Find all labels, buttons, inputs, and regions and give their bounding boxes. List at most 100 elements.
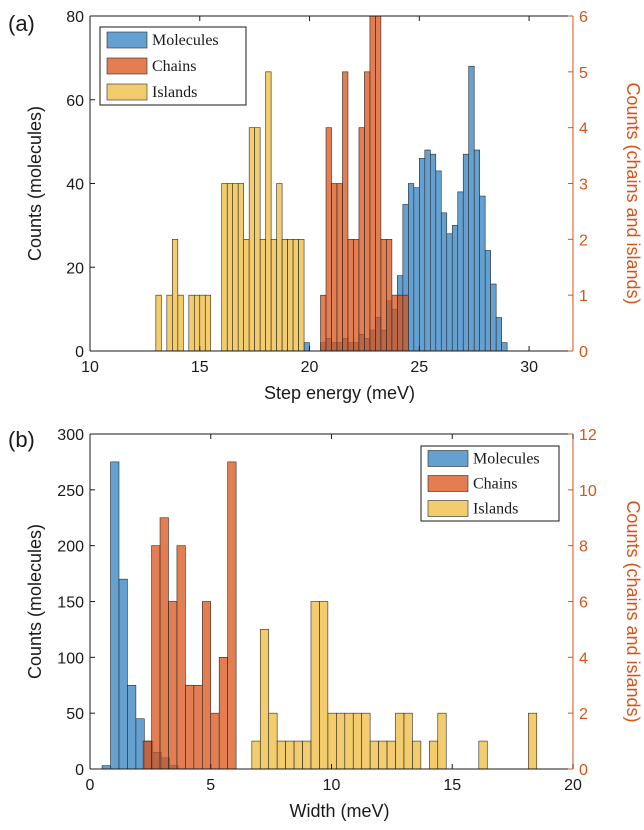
- bar-islands: [268, 712, 278, 770]
- bar-molecules: [484, 250, 491, 352]
- chart-panel-a: 10 15 20 25 30 0 20 40 60 80 0 1 2 3 4 5 6 Step energy (m…: [8, 9, 643, 403]
- bar-molecules: [495, 317, 502, 352]
- bar-chains: [369, 15, 376, 352]
- bar-chains: [168, 601, 178, 770]
- legend: Molecules Chains Islands: [420, 445, 560, 522]
- chart-panel-b: 0 5 10 15 20050100150200250300024681012Width…: [8, 427, 643, 821]
- bar-molecules: [440, 212, 448, 352]
- bar-chains: [320, 294, 327, 352]
- bar-islands: [259, 239, 266, 352]
- bar-molecules: [473, 149, 480, 352]
- bar-molecules: [127, 684, 137, 770]
- bar-chains: [142, 740, 152, 770]
- bar-islands: [276, 183, 283, 352]
- bar-islands: [251, 740, 261, 770]
- panel-label: (a): [8, 11, 35, 36]
- y-axis-label: Counts (molecules): [25, 524, 45, 679]
- bar-islands: [254, 127, 261, 352]
- y-tick-label: 0: [75, 762, 84, 779]
- bar-islands: [259, 629, 270, 770]
- bar-molecules: [408, 183, 415, 352]
- legend-label-chains: Chains: [473, 476, 517, 493]
- y-right-tick-label: 0: [579, 344, 588, 361]
- y-tick-label: 20: [66, 260, 84, 277]
- y-right-tick-label: 4: [579, 121, 588, 138]
- bar-chains: [331, 183, 338, 352]
- panel-label: (b): [8, 427, 35, 452]
- bar-islands: [270, 239, 277, 352]
- y-tick-label: 150: [57, 595, 84, 612]
- y-tick-label: 40: [66, 177, 84, 194]
- y-right-tick-label: 12: [579, 427, 597, 444]
- bar-islands: [193, 294, 201, 352]
- y-right-tick-label: 3: [579, 177, 588, 194]
- bar-chains: [380, 239, 387, 352]
- bar-molecules: [446, 233, 453, 352]
- bar-islands: [369, 740, 379, 770]
- x-tick-label: 10: [323, 777, 341, 794]
- bar-islands: [285, 740, 295, 770]
- bar-islands: [188, 294, 195, 352]
- bar-islands: [155, 294, 162, 352]
- legend-label-islands: Islands: [152, 84, 197, 101]
- bar-islands: [265, 71, 272, 352]
- bar-molecules: [118, 578, 128, 770]
- bar-islands: [344, 712, 354, 770]
- bar-molecules: [435, 170, 442, 352]
- y-tick-label: 250: [57, 483, 84, 500]
- bar-islands: [248, 127, 255, 352]
- bar-chains: [391, 294, 398, 352]
- y-right-tick-label: 1: [579, 288, 588, 305]
- legend-swatch-molecules: [427, 450, 469, 467]
- bar-chains: [325, 127, 332, 352]
- legend-swatch-chains: [427, 475, 469, 492]
- bar-islands: [166, 294, 173, 352]
- bar-chains: [202, 601, 212, 770]
- bar-islands: [528, 712, 538, 770]
- y-tick-label: 100: [57, 650, 84, 667]
- x-axis-label: Step energy (meV): [264, 383, 415, 403]
- bar-chains: [210, 712, 220, 770]
- x-tick-label: 25: [410, 359, 428, 376]
- bar-islands: [386, 740, 396, 770]
- bar-chains: [397, 294, 404, 352]
- bar-islands: [336, 712, 346, 770]
- bar-islands: [204, 294, 212, 352]
- bar-molecules: [468, 65, 475, 352]
- legend-swatch-molecules: [106, 31, 148, 49]
- x-tick-label: 15: [443, 777, 461, 794]
- bar-molecules: [490, 283, 497, 352]
- legend-label-chains: Chains: [152, 58, 196, 75]
- bar-molecules: [462, 153, 470, 352]
- bar-islands: [310, 601, 320, 770]
- bar-molecules: [101, 765, 111, 770]
- y-right-tick-label: 0: [579, 762, 588, 779]
- y-axis-label: Counts (molecules): [25, 106, 45, 261]
- bar-chains: [151, 545, 161, 770]
- y-right-tick-label: 6: [579, 595, 588, 612]
- legend-label-molecules: Molecules: [152, 32, 219, 49]
- bar-molecules: [424, 149, 431, 352]
- legend-swatch-islands: [427, 500, 469, 517]
- bar-chains: [185, 684, 195, 770]
- bar-islands: [287, 239, 294, 352]
- legend-label-molecules: Molecules: [473, 451, 540, 468]
- bar-chains: [386, 239, 393, 352]
- bar-chains: [193, 684, 203, 770]
- y-tick-label: 60: [66, 93, 84, 110]
- bar-chains: [402, 294, 409, 352]
- y-tick-label: 300: [57, 427, 84, 444]
- legend-swatch-islands: [106, 83, 148, 101]
- bar-islands: [172, 239, 179, 352]
- y-tick-label: 0: [75, 344, 84, 361]
- bar-islands: [352, 712, 362, 770]
- bar-islands: [237, 183, 244, 352]
- bar-islands: [243, 239, 250, 352]
- bar-islands: [403, 712, 413, 770]
- y-axis-right-label: Counts (chains and islands): [623, 500, 643, 722]
- x-axis-label: Width (meV): [289, 801, 389, 821]
- y-right-tick-label: 6: [579, 9, 588, 26]
- bar-chains: [159, 517, 169, 770]
- bar-molecules: [501, 342, 508, 352]
